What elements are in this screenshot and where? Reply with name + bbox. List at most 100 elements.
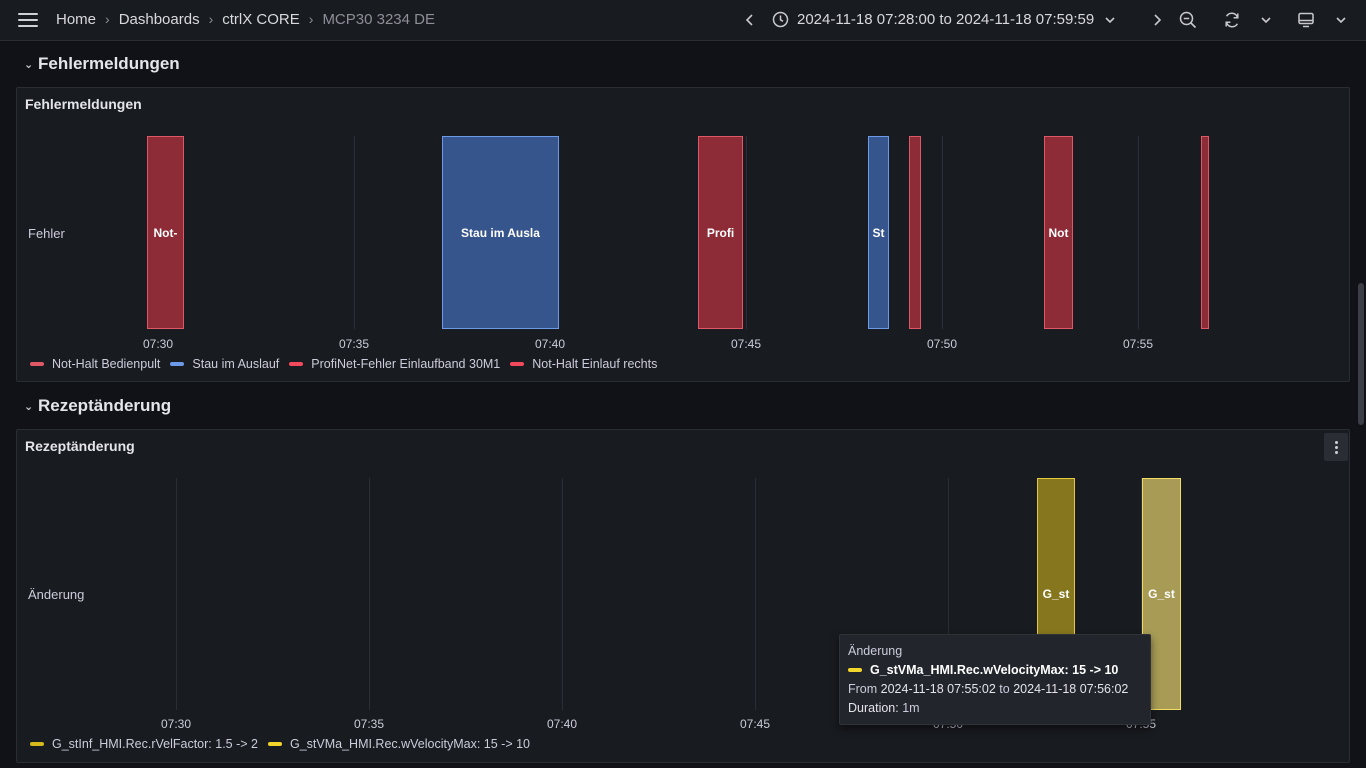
chevron-right-icon: › [208, 11, 214, 27]
state-segment[interactable]: St [868, 136, 889, 329]
x-tick-label: 07:40 [534, 337, 566, 351]
legend-swatch [30, 742, 44, 746]
tooltip-duration: Duration: 1m [848, 701, 1142, 715]
legend-item[interactable]: ProfiNet-Fehler Einlaufband 30M1 [289, 357, 500, 371]
grid-line [176, 478, 177, 710]
grid-line [369, 478, 370, 710]
state-segment[interactable]: Not [1044, 136, 1073, 329]
state-segment[interactable]: Not- [147, 136, 184, 329]
x-tick-label: 07:35 [353, 717, 385, 731]
clock-icon [772, 11, 789, 28]
legend-swatch [267, 742, 282, 746]
panel-menu-button[interactable] [1324, 433, 1348, 461]
legend-item[interactable]: Stau im Auslauf [170, 357, 279, 371]
state-segment[interactable]: Stau im Ausla [442, 136, 559, 329]
tooltip-series: G_stVMa_HMI.Rec.wVelocityMax: 15 -> 10 [848, 663, 1142, 677]
breadcrumb-dashboards[interactable]: Dashboards [118, 11, 200, 28]
hover-tooltip: Änderung G_stVMa_HMI.Rec.wVelocityMax: 1… [839, 634, 1151, 725]
legend-swatch [510, 362, 525, 366]
tooltip-from-label: From [848, 682, 878, 696]
chevron-down-icon: ⌄ [24, 58, 34, 71]
chevron-left-icon [745, 14, 753, 26]
tooltip-duration-value: 1m [902, 701, 920, 715]
zoom-out-button[interactable] [1177, 8, 1199, 32]
chevron-right-icon: › [105, 11, 110, 27]
breadcrumb-current-dashboard: MCP30 3234 DE [322, 11, 435, 28]
chevron-right-icon: › [308, 11, 314, 27]
panel-title[interactable]: Fehlermeldungen [25, 96, 142, 112]
state-segment[interactable] [909, 136, 921, 329]
chevron-down-icon [1105, 16, 1115, 23]
tooltip-range: From 2024-11-18 07:55:02 to 2024-11-18 0… [848, 682, 1142, 696]
errors-panel: Fehlermeldungen Fehler Not- Stau im Ausl… [16, 87, 1350, 382]
x-tick-label: 07:50 [926, 337, 958, 351]
refresh-button[interactable] [1221, 8, 1243, 32]
time-back-button[interactable] [740, 8, 760, 32]
time-range-picker[interactable]: 2024-11-18 07:28:00 to 2024-11-18 07:59:… [772, 11, 1124, 28]
x-tick-label: 07:45 [739, 717, 771, 731]
time-forward-button[interactable] [1147, 8, 1167, 32]
x-tick-label: 07:30 [160, 717, 192, 731]
breadcrumb-home[interactable]: Home [56, 11, 97, 28]
legend-item[interactable]: Not-Halt Bedienpult [30, 357, 160, 371]
kebab-menu-icon [1334, 440, 1338, 444]
top-bar: Home › Dashboards › ctrlX CORE › MCP30 3234 DE… [0, 0, 1366, 41]
grid-line [746, 136, 747, 329]
series-swatch [848, 668, 862, 672]
legend-label: ProfiNet-Fehler Einlaufband 30M1 [311, 357, 501, 371]
tooltip-duration-label: Duration: [848, 701, 899, 715]
refresh-icon [1225, 12, 1239, 28]
time-range-text: 2024-11-18 07:28:00 to 2024-11-18 07:59:… [797, 11, 1095, 28]
breadcrumb-folder[interactable]: ctrlX CORE [222, 11, 300, 28]
grid-line [1138, 136, 1139, 329]
menu-icon[interactable] [18, 13, 38, 27]
refresh-interval-dropdown[interactable] [1257, 8, 1275, 32]
tooltip-to-label: to [999, 682, 1010, 696]
chevron-down-icon [1261, 17, 1271, 24]
x-tick-label: 07:30 [142, 337, 174, 351]
lane-label: Fehler [28, 226, 65, 241]
grid-line [1141, 478, 1142, 710]
x-tick-label: 07:45 [730, 337, 762, 351]
state-segment[interactable]: Profi [698, 136, 743, 329]
tooltip-header: Änderung [848, 644, 903, 658]
legend-label: G_stInf_HMI.Rec.rVelFactor: 1.5 -> 2 [52, 737, 258, 751]
chevron-down-icon: ⌄ [24, 400, 34, 413]
row-title: Rezeptänderung [38, 396, 172, 415]
legend-label: G_stVMa_HMI.Rec.wVelocityMax: 15 -> 10 [289, 737, 531, 751]
legend-swatch [170, 362, 185, 366]
tooltip-from-value: 2024-11-18 07:55:02 [880, 682, 996, 696]
legend-label: Stau im Auslauf [192, 357, 280, 371]
legend-label: Not-Halt Bedienpult [52, 357, 161, 371]
breadcrumb: Home › Dashboards › ctrlX CORE › MCP30 3234 DE [56, 11, 435, 28]
x-tick-label: 07:35 [338, 337, 370, 351]
grid-line [562, 478, 563, 710]
panel-title[interactable]: Rezeptänderung [25, 438, 135, 454]
grid-line [942, 136, 943, 329]
row-toggle-recipe[interactable]: ⌄ Rezeptänderung [24, 396, 171, 416]
legend: Not-Halt Bedienpult Stau im Auslauf Prof… [30, 357, 667, 371]
chevron-right-icon [1154, 14, 1162, 26]
legend-item[interactable]: G_stVMa_HMI.Rec.wVelocityMax: 15 -> 10 [267, 737, 531, 751]
legend-swatch [289, 362, 304, 366]
tooltip-series-name: G_stVMa_HMI.Rec.wVelocityMax: 15 -> 10 [870, 663, 1119, 677]
legend-swatch [30, 362, 44, 366]
grid-line [948, 478, 949, 710]
lane-label: Änderung [28, 587, 85, 602]
legend-item[interactable]: Not-Halt Einlauf rechts [510, 357, 657, 371]
state-segment[interactable] [1201, 136, 1209, 329]
x-tick-label: 07:40 [546, 717, 578, 731]
scrollbar-thumb[interactable] [1358, 283, 1364, 425]
view-mode-dropdown[interactable] [1332, 8, 1350, 32]
row-title: Fehlermeldungen [38, 54, 180, 73]
legend-item[interactable]: G_stInf_HMI.Rec.rVelFactor: 1.5 -> 2 [30, 737, 258, 751]
row-toggle-errors[interactable]: ⌄ Fehlermeldungen [24, 54, 180, 74]
chevron-down-icon [1336, 17, 1346, 24]
zoom-out-icon [1179, 11, 1197, 29]
grid-line [755, 478, 756, 710]
tooltip-to-value: 2024-11-18 07:56:02 [1013, 682, 1129, 696]
grid-line [354, 136, 355, 329]
legend-label: Not-Halt Einlauf rechts [532, 357, 658, 371]
x-tick-label: 07:55 [1122, 337, 1154, 351]
view-mode-button[interactable] [1295, 8, 1317, 32]
